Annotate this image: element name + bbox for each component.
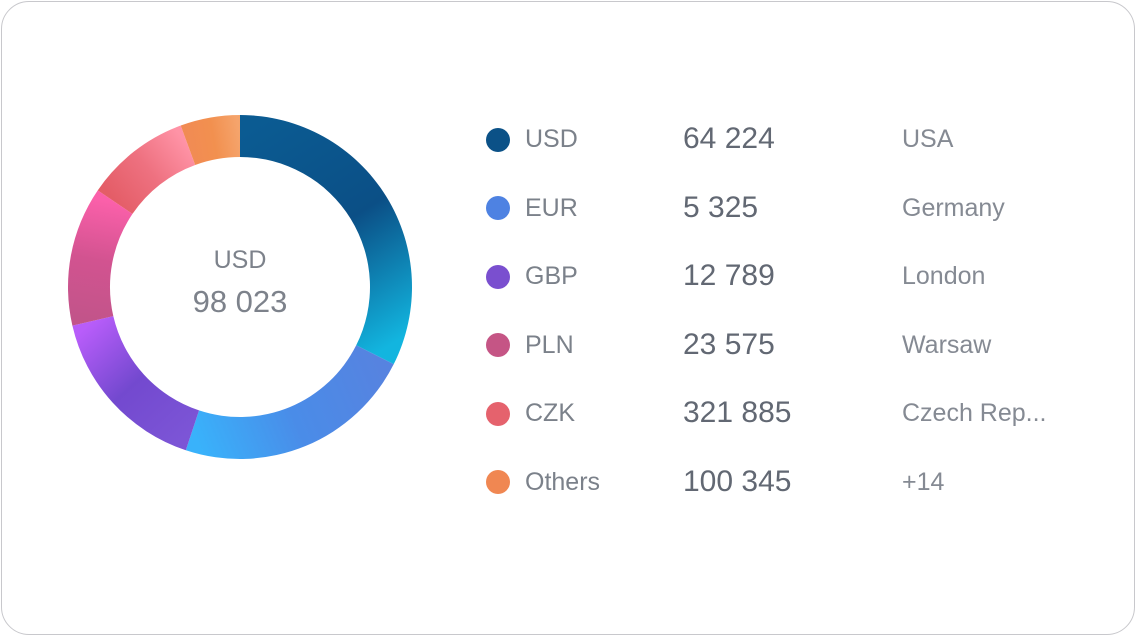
- legend-row-others[interactable]: Others 100 345 +14: [486, 449, 1106, 518]
- donut-segment-eur[interactable]: [185, 345, 394, 459]
- legend-row-eur[interactable]: EUR 5 325 Germany: [486, 175, 1106, 244]
- legend-code: PLN: [525, 330, 574, 359]
- legend-amount: 100 345: [683, 464, 792, 498]
- donut-segment-czk[interactable]: [97, 125, 196, 214]
- legend-row-czk[interactable]: CZK 321 885 Czech Rep...: [486, 380, 1106, 449]
- center-currency: USD: [213, 246, 267, 274]
- legend-code: GBP: [525, 262, 578, 291]
- legend-amount: 64 224: [683, 122, 775, 155]
- legend-code: USD: [525, 125, 578, 153]
- legend-dot-others: [486, 470, 510, 495]
- legend-amount: 12 789: [683, 259, 775, 293]
- donut-segment-pln[interactable]: [68, 190, 133, 326]
- donut-segment-gbp[interactable]: [72, 316, 200, 451]
- legend-dot-pln: [486, 333, 510, 358]
- legend-code: EUR: [525, 193, 578, 222]
- legend-row-pln[interactable]: PLN 23 575 Warsaw: [486, 312, 1106, 381]
- legend-code: CZK: [525, 399, 575, 428]
- donut-segment-usd[interactable]: [240, 115, 412, 365]
- donut-svg: [68, 115, 412, 459]
- legend-country: USA: [902, 125, 954, 153]
- legend-dot-usd: [486, 127, 510, 152]
- legend-dot-gbp: [486, 264, 510, 289]
- legend: USD 64 224 USA EUR 5 325 Germany GBP 12 …: [486, 106, 1106, 518]
- donut-chart: USD 98 023: [68, 115, 412, 459]
- legend-amount: 5 325: [683, 190, 759, 224]
- legend-row-usd[interactable]: USD 64 224 USA: [486, 106, 1106, 175]
- center-total: 98 023: [192, 284, 288, 319]
- legend-country: Germany: [902, 193, 1005, 222]
- legend-dot-czk: [486, 401, 510, 426]
- legend-row-gbp[interactable]: GBP 12 789 London: [486, 243, 1106, 312]
- donut-segment-others[interactable]: [180, 115, 240, 165]
- legend-country: Warsaw: [902, 330, 992, 359]
- legend-country: +14: [902, 467, 945, 496]
- legend-country: Czech Rep...: [902, 399, 1047, 428]
- legend-amount: 23 575: [683, 327, 775, 361]
- legend-amount: 321 885: [683, 396, 792, 430]
- legend-code: Others: [525, 467, 601, 496]
- legend-dot-eur: [486, 196, 510, 221]
- legend-country: London: [902, 262, 986, 291]
